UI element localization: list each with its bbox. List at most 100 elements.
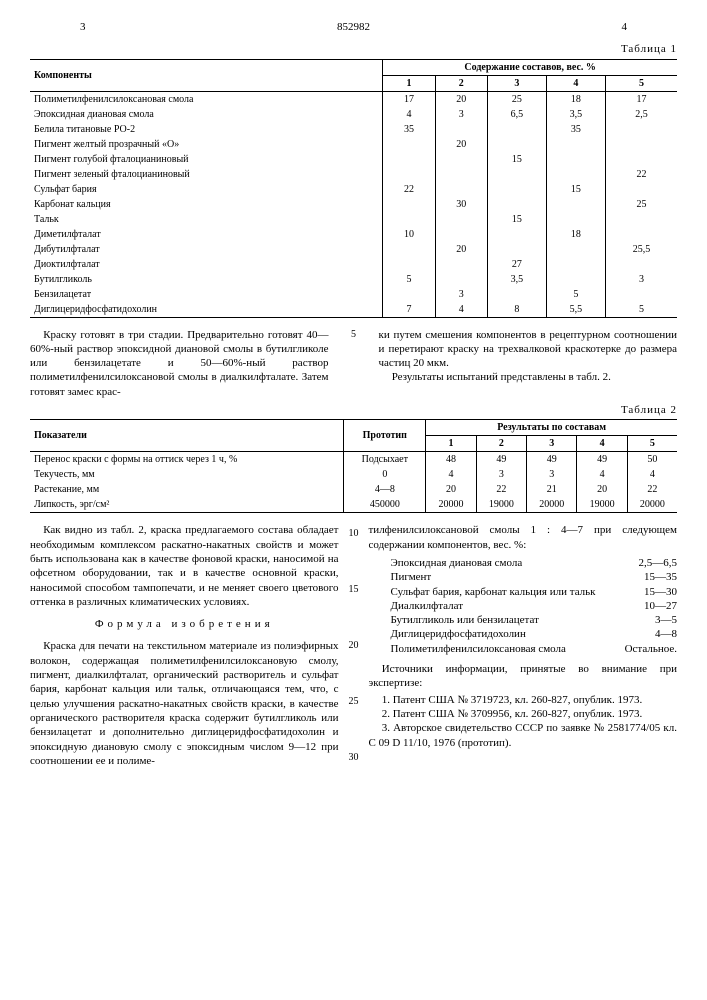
line-number: 20 [347, 639, 361, 652]
component-value: Остальное. [625, 642, 677, 656]
table-cell [383, 287, 435, 302]
component-value: 3—5 [655, 613, 677, 627]
table-cell: 20000 [426, 497, 476, 513]
table-cell [546, 257, 605, 272]
table-cell: 22 [476, 482, 526, 497]
table-cell: 3 [605, 272, 677, 287]
component-row: Эпоксидная диановая смола2,5—6,5 [369, 556, 678, 570]
table2-col: 4 [577, 436, 627, 452]
table-cell: 49 [476, 452, 526, 468]
table-cell: 19000 [476, 497, 526, 513]
table-row-label: Пигмент голубой фталоцианиновый [30, 152, 383, 167]
document-number: 852982 [86, 20, 622, 34]
table-cell: 2,5 [605, 107, 677, 122]
table-cell [487, 197, 546, 212]
table-cell [487, 287, 546, 302]
body-p3-head: тилфенилсилоксановой смолы 1 : 4—7 при с… [369, 523, 678, 552]
table-cell [487, 242, 546, 257]
table-cell: 20 [435, 91, 487, 107]
table-cell: 4 [383, 107, 435, 122]
component-name: Сульфат бария, карбонат кальция или таль… [369, 585, 596, 599]
table-cell: 21 [527, 482, 577, 497]
para1-right2: Результаты испытаний представлены в табл… [379, 370, 678, 384]
component-name: Бутилгликоль или бензилацетат [369, 613, 539, 627]
table-cell: 35 [383, 122, 435, 137]
table-row-label: Дибутилфталат [30, 242, 383, 257]
table2-col: 3 [527, 436, 577, 452]
table-cell: 35 [546, 122, 605, 137]
source-1: 1. Патент США № 3719723, кл. 260-827, оп… [369, 693, 678, 707]
para1-left: Краску готовят в три стадии. Предварител… [30, 328, 329, 399]
table-cell: 22 [383, 182, 435, 197]
table-row-label: Белила титановые РО-2 [30, 122, 383, 137]
table-cell: 3 [435, 107, 487, 122]
table-row-label: Бутилгликоль [30, 272, 383, 287]
table-cell [605, 182, 677, 197]
table-row-label: Диглицеридфосфатидохолин [30, 302, 383, 318]
table-cell: 4 [426, 467, 476, 482]
table1-head-content: Содержание составов, вес. % [383, 59, 677, 75]
table-cell [487, 167, 546, 182]
table1-col: 2 [435, 75, 487, 91]
table-cell: 17 [383, 91, 435, 107]
table-cell: 49 [527, 452, 577, 468]
table-cell: 3,5 [487, 272, 546, 287]
table1-col: 1 [383, 75, 435, 91]
component-value: 15—35 [644, 570, 677, 584]
table-cell: 4 [435, 302, 487, 318]
table-cell: 30 [435, 197, 487, 212]
table-cell: 10 [383, 227, 435, 242]
table-cell [546, 212, 605, 227]
table-cell: 3 [476, 467, 526, 482]
component-value: 15—30 [644, 585, 677, 599]
table-cell: 22 [605, 167, 677, 182]
component-row: Сульфат бария, карбонат кальция или таль… [369, 585, 678, 599]
table-cell: 20 [577, 482, 627, 497]
table-cell: 18 [546, 91, 605, 107]
table-row-label: Перенос краски с формы на оттиск через 1… [30, 452, 344, 468]
table2-head-indicators: Показатели [30, 420, 344, 452]
table-cell [546, 197, 605, 212]
table-row-label: Пигмент желтый прозрачный «О» [30, 137, 383, 152]
table-cell [605, 257, 677, 272]
table-row-label: Бензилацетат [30, 287, 383, 302]
table-row-label: Пигмент зеленый фталоцианиновый [30, 167, 383, 182]
page-number-right: 4 [622, 20, 628, 34]
table-cell: 25 [487, 91, 546, 107]
table-cell: 20 [435, 242, 487, 257]
table-row-label: Эпоксидная диановая смола [30, 107, 383, 122]
table1: Компоненты Содержание составов, вес. % 1… [30, 59, 677, 318]
table-row-label: Липкость, эрг/см² [30, 497, 344, 513]
line-number: 30 [347, 751, 361, 764]
table2-col: 2 [476, 436, 526, 452]
component-name: Эпоксидная диановая смола [369, 556, 523, 570]
component-row: Диглицеридфосфатидохолин4—8 [369, 627, 678, 641]
table-cell: 19000 [577, 497, 627, 513]
table-cell: 6,5 [487, 107, 546, 122]
table-cell [487, 182, 546, 197]
table-cell [605, 122, 677, 137]
line-number: 15 [347, 583, 361, 596]
table-cell: 15 [546, 182, 605, 197]
component-row: Пигмент 15—35 [369, 570, 678, 584]
formula-title: Формула изобретения [30, 617, 339, 631]
table2-head-results: Результаты по составам [426, 420, 677, 436]
sources-head: Источники информации, принятые во вниман… [369, 662, 678, 691]
line-number-5: 5 [349, 328, 359, 399]
table-cell [435, 227, 487, 242]
table-cell: 3 [527, 467, 577, 482]
table-cell [383, 242, 435, 257]
table-cell: 15 [487, 212, 546, 227]
component-list: Эпоксидная диановая смола2,5—6,5Пигмент 1… [369, 556, 678, 656]
table-cell [435, 167, 487, 182]
table-cell: 450000 [344, 497, 426, 513]
para1-right: ки путем смешения компонентов в рецептур… [379, 328, 678, 371]
table-cell: 17 [605, 91, 677, 107]
table-cell [605, 212, 677, 227]
table-cell [383, 257, 435, 272]
component-name: Пигмент [369, 570, 432, 584]
table-cell [605, 287, 677, 302]
source-3: 3. Авторское свидетельство СССР по заявк… [369, 721, 678, 750]
table-cell: Подсыхает [344, 452, 426, 468]
line-number: 10 [347, 527, 361, 540]
